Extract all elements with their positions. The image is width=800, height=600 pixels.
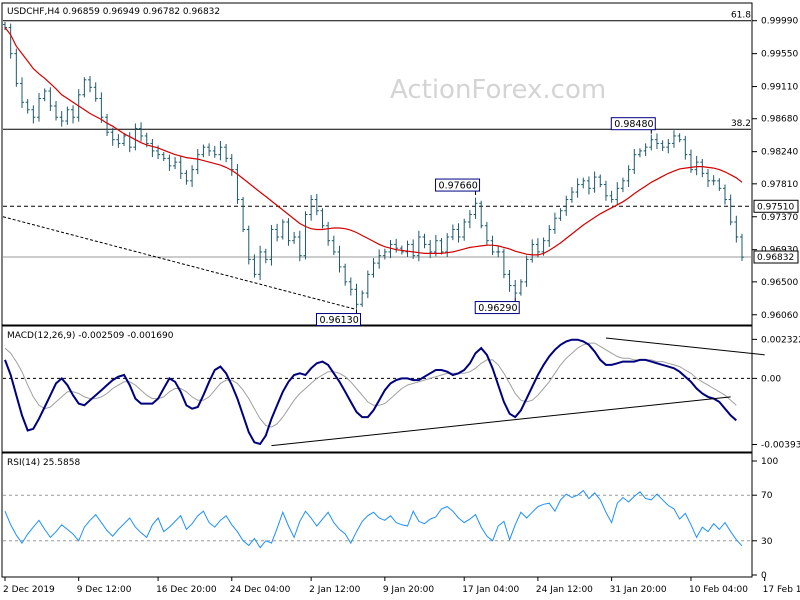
rsi-tick-label: 0 (761, 571, 767, 581)
annotation-box (435, 178, 481, 192)
moving-average-line (4, 27, 743, 256)
rsi-tick-label: 100 (761, 457, 778, 467)
macd-tick-label: 0.00 (761, 374, 781, 384)
price-pane (1, 2, 753, 326)
macd-main-line (4, 338, 737, 446)
time-tick-label: 16 Dec 20:00 (156, 585, 217, 595)
annotation-box (474, 301, 520, 315)
annotation-label: 0.96290 (478, 303, 517, 314)
annotation-label: 0.96130 (319, 315, 358, 326)
price-tick-label: 0.98240 (761, 148, 798, 158)
rsi-tick-label: 30 (761, 537, 773, 547)
rsi-tick-label: 70 (761, 491, 773, 501)
price-tick-label: 0.98680 (761, 115, 798, 125)
price-tick-label: 0.97370 (761, 213, 798, 223)
support-value-box-label: 0.97510 (757, 202, 794, 212)
rsi-line (4, 489, 743, 549)
macd-pane (1, 325, 753, 453)
macd-tick-label: -0.003932 (761, 440, 800, 450)
time-tick-label: 24 Jan 12:00 (536, 585, 593, 595)
current-price-box (753, 250, 799, 264)
macd-y-axis: 0.002322 0.00 -0.003932 (752, 335, 800, 450)
watermark: ActionForex.com (390, 75, 606, 105)
price-tick-label: 0.97810 (761, 180, 798, 190)
time-tick-label: 2 Jan 12:00 (309, 585, 361, 595)
time-tick-label: 9 Jan 20:00 (383, 585, 435, 595)
macd-elements (3, 337, 765, 447)
time-tick-label: 9 Dec 12:00 (77, 585, 132, 595)
annotation-label: 0.98480 (614, 119, 653, 130)
rsi-pane (1, 452, 753, 578)
annotation-label: 0.97660 (439, 181, 478, 192)
macd-header: MACD(12,26,9) -0.002509 -0.001690 (7, 331, 174, 341)
price-annotations: 0.96130 0.97660 0.96290 0.98480 (315, 117, 656, 327)
price-tick-label: 0.99110 (761, 83, 798, 93)
time-axis: 2 Dec 2019 9 Dec 12:00 16 Dec 20:00 24 Dec … (3, 577, 800, 595)
price-tick-label: 0.96500 (761, 278, 798, 288)
macd-trendline (605, 337, 765, 356)
time-tick-label: 17 Feb 12:00 (763, 585, 800, 595)
price-tick-label: 0.99990 (761, 17, 798, 27)
annotation-box (610, 117, 656, 131)
rsi-header: RSI(14) 25.5858 (7, 458, 80, 468)
fib-level-label: 61.8 (731, 11, 751, 21)
annotation-box (315, 313, 361, 327)
macd-tick-label: 0.002322 (761, 335, 800, 345)
price-tick-label: 0.96060 (761, 311, 798, 321)
fib-level-label: 38.2 (731, 119, 751, 129)
rsi-y-axis: 100 70 30 0 (752, 457, 778, 581)
time-tick-label: 10 Feb 04:00 (689, 585, 748, 595)
price-y-axis: 0.99990 0.99550 0.99110 0.98680 0.98240 0.978… (752, 17, 799, 321)
current-price-box-label: 0.96832 (757, 253, 794, 263)
trendline-dashed (2, 216, 357, 311)
time-tick-label: 17 Jan 04:00 (462, 585, 519, 595)
price-candles (3, 21, 744, 309)
time-tick-label: 31 Jan 20:00 (610, 585, 667, 595)
macd-trendline (271, 414, 555, 447)
time-tick-label: 2 Dec 2019 (3, 585, 55, 595)
price-tick-label: 0.99550 (761, 50, 798, 60)
price-header: USDCHF,H4 0.96859 0.96949 0.96782 0.9683… (7, 7, 220, 17)
rsi-elements (3, 489, 751, 549)
time-tick-label: 24 Dec 04:00 (230, 585, 291, 595)
macd-trendline (554, 396, 731, 416)
support-value-box (753, 199, 799, 213)
